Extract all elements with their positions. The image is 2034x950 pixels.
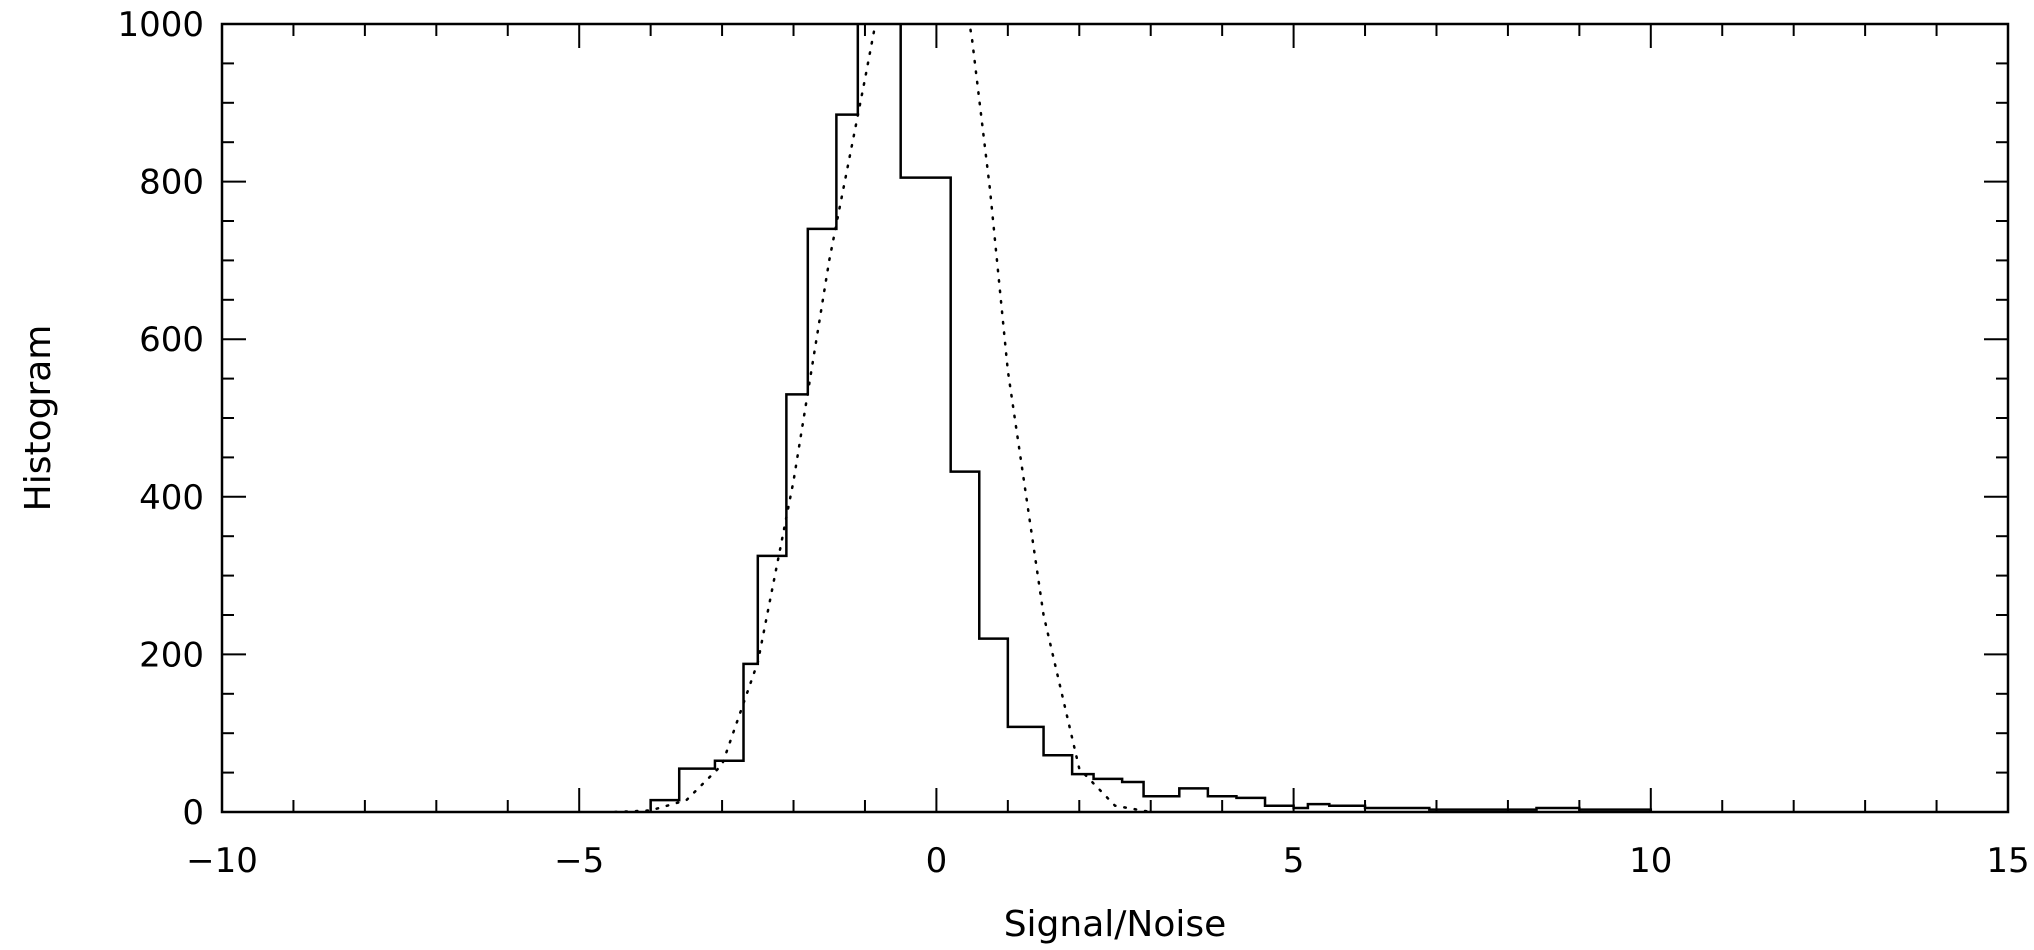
y-axis-title: Histogram bbox=[18, 325, 59, 512]
y-tick-label: 0 bbox=[182, 793, 204, 833]
x-tick-label: 15 bbox=[1986, 841, 2029, 881]
y-tick-label: 200 bbox=[139, 635, 204, 675]
histogram-step-line bbox=[649, 24, 1653, 812]
y-tick-label: 400 bbox=[139, 478, 204, 518]
gaussian-fit-dotted-curve bbox=[613, 24, 1152, 812]
plot-frame bbox=[220, 22, 2010, 814]
y-tick-label: 1000 bbox=[117, 5, 204, 45]
ticks-layer bbox=[221, 23, 2009, 813]
y-tick-label: 800 bbox=[139, 163, 204, 203]
x-axis-title: Signal/Noise bbox=[1004, 904, 1227, 945]
x-tick-label: 10 bbox=[1629, 841, 1672, 881]
series-layer bbox=[613, 24, 1653, 812]
x-tick-label: 0 bbox=[926, 841, 948, 881]
labels-layer: −10 −5 0 5 10 15 0 200 400 600 800 1000 bbox=[117, 5, 2029, 881]
x-tick-label: −10 bbox=[186, 841, 258, 881]
y-tick-label: 600 bbox=[139, 320, 204, 360]
x-tick-label: −5 bbox=[554, 841, 604, 881]
x-tick-label: 5 bbox=[1283, 841, 1305, 881]
